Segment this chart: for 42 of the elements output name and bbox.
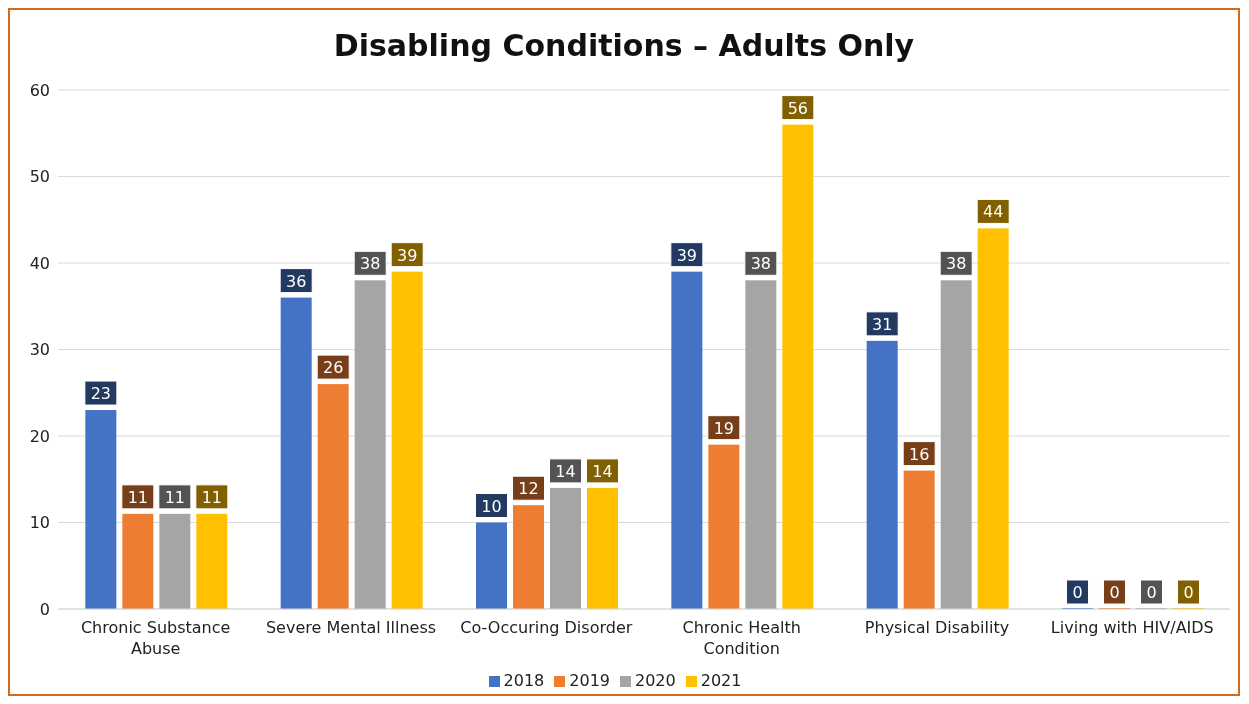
y-tick-label: 30 xyxy=(29,340,50,360)
y-tick-label: 10 xyxy=(29,513,50,533)
y-tick-label: 60 xyxy=(29,80,50,100)
x-tick-label: Co-Occuring Disorder xyxy=(460,618,633,637)
x-tick-label: Chronic Health Condition xyxy=(682,618,801,658)
legend-label: 2021 xyxy=(700,671,742,690)
data-label: 38 xyxy=(946,254,967,274)
data-label: 11 xyxy=(201,487,223,507)
data-label: 14 xyxy=(555,461,576,481)
x-tick-label: Living with HIV/AIDS xyxy=(1050,618,1214,637)
data-label: 44 xyxy=(983,202,1004,222)
y-tick-label: 20 xyxy=(29,426,50,446)
legend-label: 2020 xyxy=(635,671,676,690)
data-label: 26 xyxy=(323,358,344,378)
data-label: 14 xyxy=(592,461,613,481)
data-label: 0 xyxy=(1146,583,1157,602)
y-tick-label: 0 xyxy=(39,599,50,619)
chart-title: Disabling Conditions – Adults Only xyxy=(332,27,916,65)
data-label: 31 xyxy=(872,314,893,334)
x-tick-label: Physical Disability xyxy=(864,618,1010,637)
legend-label: 2019 xyxy=(569,671,610,690)
data-label: 38 xyxy=(360,254,381,274)
data-label: 56 xyxy=(787,98,809,118)
data-label: 39 xyxy=(397,245,418,265)
data-label: 38 xyxy=(750,254,772,274)
data-label: 11 xyxy=(127,487,149,507)
x-tick-label: Chronic Substance Abuse xyxy=(80,618,231,658)
data-label: 39 xyxy=(676,245,698,265)
data-label: 16 xyxy=(909,444,930,464)
data-label: 11 xyxy=(164,487,186,507)
legend-label: 2018 xyxy=(503,671,545,690)
data-label: 0 xyxy=(1183,583,1194,602)
data-label: 19 xyxy=(713,418,735,438)
data-label: 0 xyxy=(1109,583,1120,602)
data-label: 10 xyxy=(481,496,502,516)
data-label: 0 xyxy=(1072,583,1083,602)
x-tick-label: Severe Mental Illness xyxy=(265,618,437,637)
data-label: 23 xyxy=(90,384,112,404)
y-tick-label: 40 xyxy=(29,253,50,273)
y-tick-label: 50 xyxy=(29,167,50,187)
data-label: 12 xyxy=(518,479,539,499)
data-label: 36 xyxy=(286,271,307,291)
